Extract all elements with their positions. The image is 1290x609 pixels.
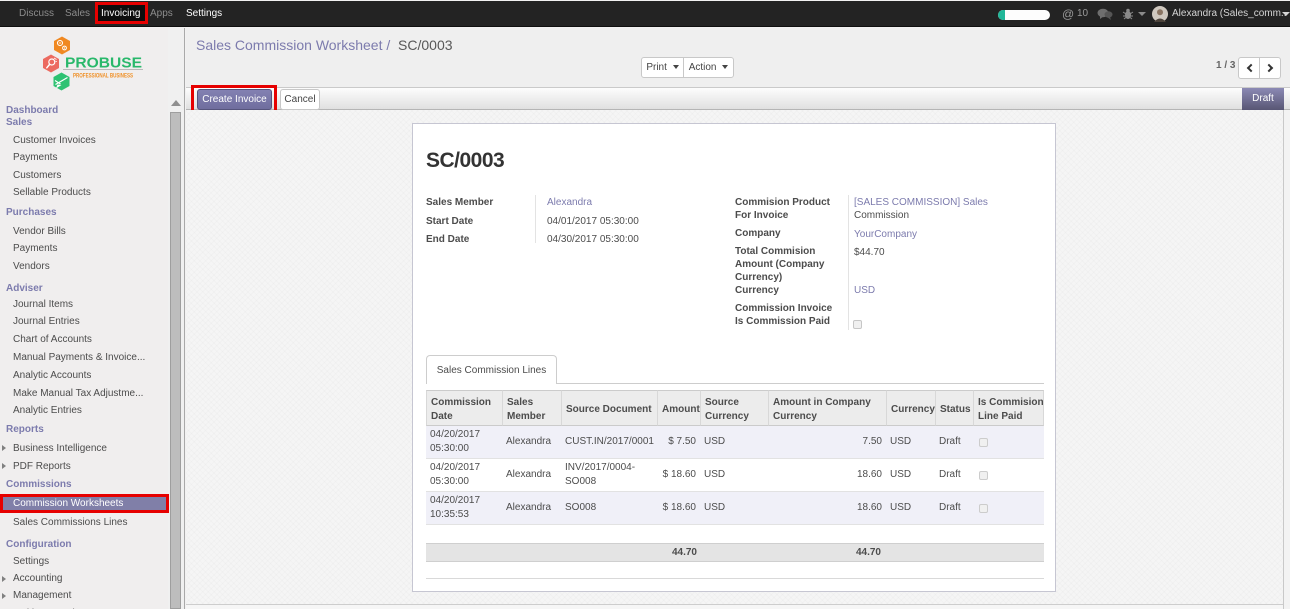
svg-text:PROFESSIONAL BUSINESS: PROFESSIONAL BUSINESS [73, 73, 133, 80]
svg-text:PROBUSE: PROBUSE [65, 56, 142, 72]
